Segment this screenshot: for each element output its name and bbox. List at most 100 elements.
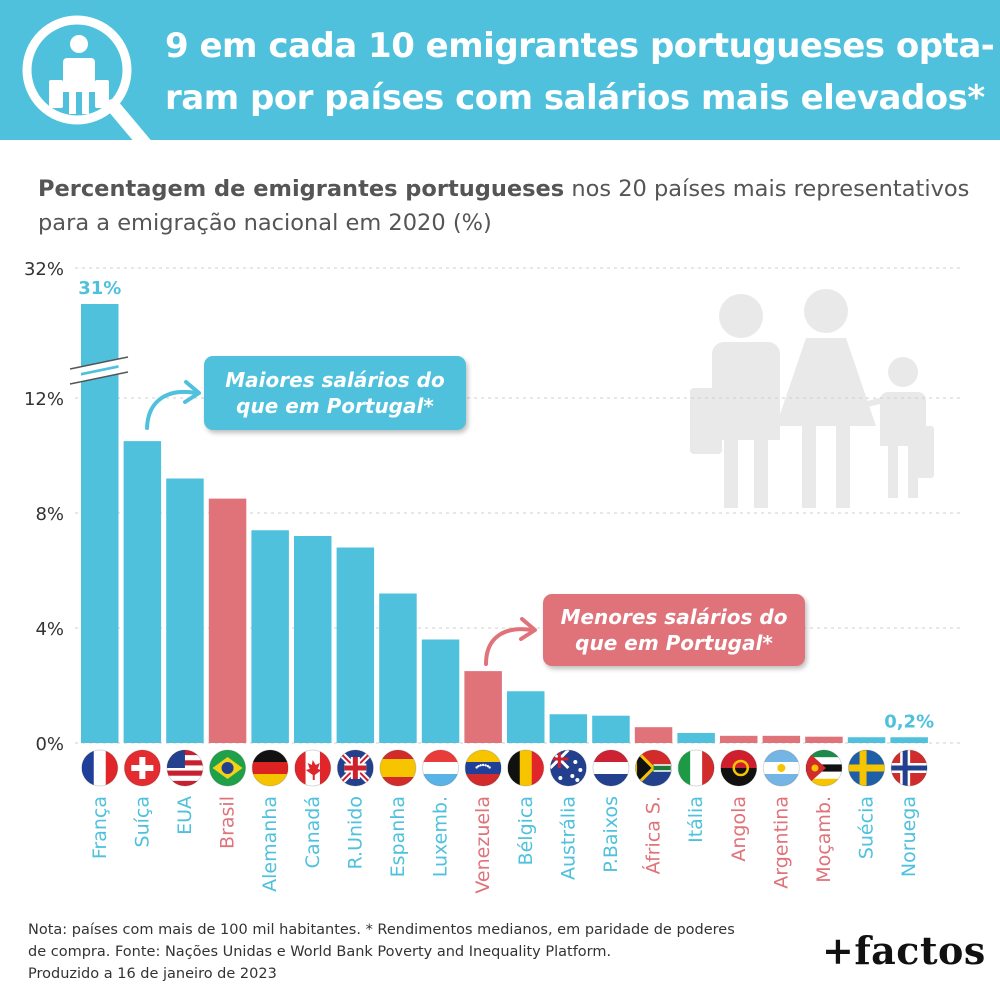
flag-ring [123,749,161,787]
callout-arrow-lower-head [519,617,537,641]
category-label: Luxemb. [430,796,452,877]
page-title: 9 em cada 10 emigrantes portugueses opta… [165,20,995,124]
bar-3 [166,478,204,743]
category-label: Angola [728,796,750,862]
callout-higher-salaries: Maiores salários do que em Portugal* [204,356,466,430]
category-label: Brasil [217,796,239,849]
y-tick-label: 4% [35,619,64,640]
bar-16 [720,735,758,743]
bar-7 [336,547,375,743]
axis-break-mark [69,356,129,385]
footnote-line-2: de compra. Fonte: Nações Unidas e World … [28,944,612,960]
axis-break-gap [69,357,129,384]
footnote-line-3: Produzido a 16 de janeiro de 2023 [28,966,277,982]
callout-lower-line-2: que em Portugal* [575,631,773,655]
data-label: 0,2% [884,711,934,732]
y-tick-label: 12% [24,389,64,410]
flag-ring [464,749,502,787]
bar-8 [379,593,417,743]
callout-higher-line-2: que em Portugal* [236,394,434,418]
bar-11 [507,691,545,743]
argentina-flag-icon [763,750,800,786]
category-label: Itália [685,796,707,843]
y-tick-label: 8% [35,504,64,525]
flag-ring [635,749,673,787]
belgium-flag-icon [507,750,544,786]
callout-arrow-higher [145,389,198,430]
callout-lower-salaries: Menores salários do que em Portugal* [543,594,805,666]
luxembourg-flag-icon [422,750,459,786]
callout-higher-line-1: Maiores salários do [225,368,445,392]
mozambique-flag-icon [805,750,842,786]
bar-20 [890,737,928,743]
bar-15 [677,732,715,743]
venezuela-flag-icon [465,750,502,786]
bar-2 [123,441,162,743]
title-line-1: 9 em cada 10 emigrantes portugueses opta… [165,26,995,66]
title-line-2: ram por países com salários mais elevado… [165,78,985,118]
bar-chart: 0% 4% 8% 12% 32% 31% 0,2% França Suíça EUA Brasil A… [24,259,960,894]
y-tick-label: 32% [24,259,64,280]
category-label: Suécia [856,796,878,859]
y-tick-label: 0% [35,734,64,755]
header-banner: 9 em cada 10 emigrantes portugueses opta… [0,0,1000,163]
uk-flag-icon [337,750,374,786]
bar-14 [634,727,673,743]
flag-ring [209,749,247,787]
netherlands-flag-icon [592,750,629,786]
spain-flag-icon [379,750,416,786]
footnote: Nota: países com mais de 100 mil habitan… [28,919,828,985]
flag-ring [677,749,715,787]
flag-ring [507,749,545,787]
subtitle-bold: Percentagem de emigrantes portugueses [38,176,565,202]
category-label: EUA [174,796,196,835]
magnifier-person-icon [22,15,162,163]
flag-ring [166,749,204,787]
bar-13 [592,715,630,743]
category-label: França [89,796,111,859]
flag-ring [805,749,843,787]
flag-ring [592,749,630,787]
flag-ring [890,749,928,787]
category-label: Suíça [131,796,153,847]
bar-6 [294,536,332,743]
flag-ring [762,749,800,787]
flag-ring [549,749,587,787]
france-flag-icon [81,750,118,786]
bar-9 [421,639,460,743]
australia-flag-icon [550,750,587,786]
category-label: Moçamb. [813,796,835,883]
bar-12 [549,714,588,743]
callout-arrow-lower [484,627,534,666]
germany-flag-icon [252,750,289,786]
category-label: Argentina [770,796,792,889]
category-label: Noruega [898,796,920,877]
flag-ring [422,749,460,787]
flag-ring [720,749,758,787]
data-label: 31% [78,278,121,299]
flag-ring [294,749,332,787]
bar-10 [464,671,502,743]
bar-4 [208,498,247,743]
category-label: Bélgica [515,796,537,865]
category-label: R.Unido [344,796,366,869]
category-label: Alemanha [259,796,281,892]
angola-flag-icon [720,750,757,786]
category-label: Canadá [302,796,324,868]
footnote-line-1: Nota: países com mais de 100 mil habitan… [28,922,735,938]
bar-18 [805,736,843,743]
brand-logo: +factos [822,928,986,973]
bar-17 [762,735,801,743]
category-label: Venezuela [472,796,494,894]
category-label: África S. [642,796,665,874]
flag-ring [81,749,119,787]
category-label: P.Baixos [600,796,622,873]
flag-ring [251,749,289,787]
switzerland-flag-icon [124,750,161,786]
subtitle-rest: nos 20 países mais representativos [564,176,970,202]
canada-flag-icon [294,750,331,786]
chart-subtitle: Percentagem de emigrantes portugueses no… [38,172,988,240]
flag-ring [336,749,374,787]
norway-flag-icon [891,750,928,786]
flag-ring [379,749,417,787]
